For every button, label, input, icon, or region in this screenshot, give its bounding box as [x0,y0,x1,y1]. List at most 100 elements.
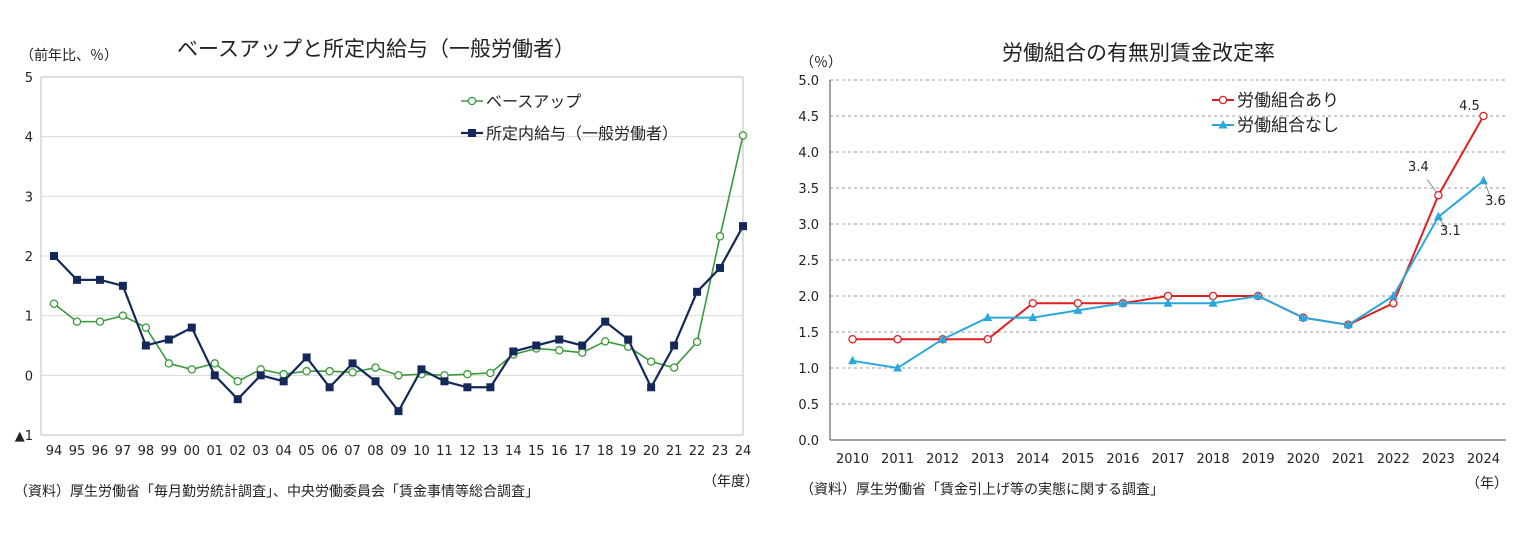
data-point [669,363,679,372]
x-tick-label: 2011 [881,452,914,467]
legend-marker [468,129,476,137]
data-point [1433,211,1443,221]
x-tick-label: 06 [321,444,338,459]
data-point [371,363,380,372]
x-tick-label: 95 [69,444,86,459]
y-tick-label: 4.0 [798,146,819,161]
data-point [325,383,334,392]
y-tick-label: 1.5 [798,326,819,341]
data-point [532,341,541,350]
y-tick-label: 0.0 [798,434,819,449]
label-leader-line [1485,183,1491,197]
y-tick-label: 2.5 [798,254,819,269]
legend-label: 労働組合あり [1237,91,1339,111]
x-tick-label: 15 [528,444,545,459]
data-point [210,359,220,368]
data-point [624,335,633,344]
right-x-unit-label: （年） [1466,476,1508,492]
data-point [1118,298,1128,307]
y-tick-label: 3.0 [798,218,819,233]
right-line-chart: 0.0 0.5 1.0 1.5 2.0 2.5 3.0 3.5 4.0 4.5 5.0 2010 201… [798,74,1506,467]
y-tick-label: 3 [25,190,33,205]
data-point [210,371,219,380]
data-point [279,377,288,386]
label-leader-line [1440,219,1446,229]
x-tick-label: 18 [597,444,614,459]
data-point [1253,291,1263,300]
data-point [325,366,334,376]
data-point [1163,298,1173,307]
x-tick-label: 98 [138,444,155,459]
data-point [1343,319,1353,329]
data-point [164,335,173,344]
y-tick-label: ▲1 [15,429,33,444]
data-point [577,348,587,357]
x-tick-label: 22 [689,444,706,459]
data-point [1478,175,1488,185]
data-point [141,341,150,350]
data-point [893,334,902,344]
x-tick-label: 19 [620,444,637,459]
data-point [848,334,857,344]
data-point [600,337,610,346]
data-point [601,317,610,326]
x-tick-label: 05 [298,444,315,459]
left-chart-title: ベースアップと所定内給与（一般労働者） [177,37,575,61]
x-tick-label: 03 [252,444,269,459]
legend-label: ベースアップ [486,92,581,111]
legend-label: 所定内給与（一般労働者） [486,124,678,143]
x-tick-label: 24 [735,444,752,459]
x-tick-label: 02 [229,444,246,459]
data-point [646,357,656,366]
x-tick-label: 2023 [1422,452,1455,467]
label-leader-line [1427,179,1437,193]
left-chart-panel: ベースアップと所定内給与（一般労働者） （前年比、％） （年度） （資料）厚生労… [14,37,759,500]
data-point [893,363,903,372]
x-tick-label: 01 [206,444,223,459]
x-tick-label: 2010 [836,452,869,467]
data-point [938,334,948,343]
data-point [279,369,288,379]
x-tick-label: 96 [92,444,109,459]
x-tick-label: 11 [436,444,453,459]
data-point [187,323,196,332]
x-tick-label: 2022 [1377,452,1410,467]
left-x-unit-label: （年度） [703,474,759,490]
x-tick-label: 10 [413,444,430,459]
x-tick-label: 20 [643,444,660,459]
data-point [1028,298,1038,308]
data-point [233,377,242,386]
data-point [555,346,564,355]
data-point [49,299,59,308]
right-chart-title: 労働組合の有無別賃金改定率 [1002,41,1275,65]
data-point [50,252,58,260]
data-point [118,311,128,320]
data-point [1434,190,1443,200]
data-point [1389,298,1398,308]
x-tick-label: 00 [184,444,201,459]
data-point [716,263,725,272]
data-point [302,353,311,362]
data-point [95,275,104,284]
data-point [983,334,992,344]
data-point [738,131,748,140]
x-tick-label: 94 [46,444,63,459]
legend-label: 労働組合なし [1237,116,1339,136]
x-tick-label: 2016 [1106,452,1139,467]
y-tick-label: 5.0 [798,74,819,89]
y-tick-label: 0.5 [798,398,819,413]
data-point [983,312,993,322]
data-point [118,281,127,290]
x-tick-label: 08 [367,444,384,459]
y-tick-label: 1.0 [798,362,819,377]
data-point [463,369,472,379]
data-point [693,287,702,296]
x-tick-label: 2019 [1242,452,1275,467]
legend-marker [1218,95,1228,105]
x-tick-label: 2013 [971,452,1004,467]
x-tick-label: 2018 [1197,452,1230,467]
data-point [302,366,311,376]
legend-marker [1218,120,1228,129]
data-point [440,377,449,386]
